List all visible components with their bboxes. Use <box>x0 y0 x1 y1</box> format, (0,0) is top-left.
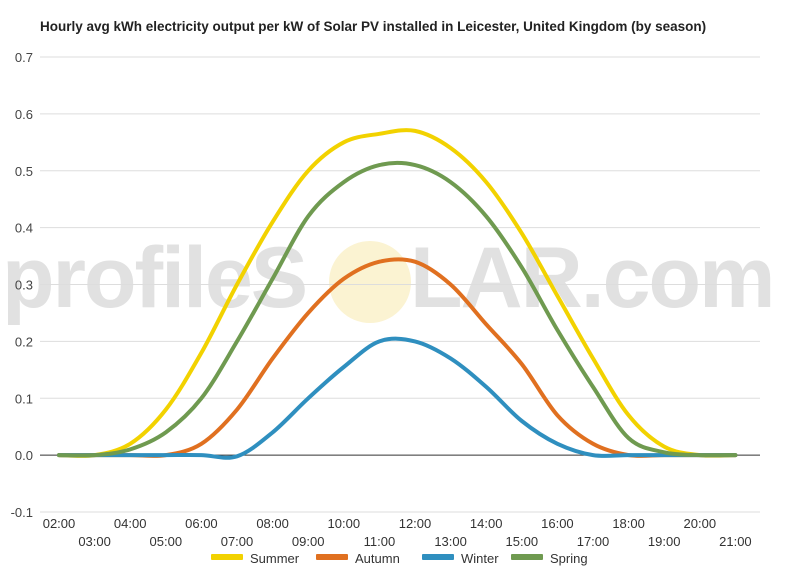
x-tick-label: 19:00 <box>648 534 681 549</box>
series-line-spring <box>57 160 738 458</box>
x-tick-label: 15:00 <box>506 534 539 549</box>
x-tick-label: 14:00 <box>470 516 503 531</box>
legend-swatch <box>422 554 454 560</box>
x-tick-label: 05:00 <box>150 534 183 549</box>
legend: Summer Autumn Winter Spring <box>211 551 588 566</box>
y-axis: 0.7 0.6 0.5 0.4 0.3 0.2 0.1 0.0 -0.1 <box>11 50 33 520</box>
x-tick-label: 21:00 <box>719 534 752 549</box>
y-tick-label: 0.6 <box>15 107 33 122</box>
legend-item-autumn[interactable]: Autumn <box>316 551 400 566</box>
legend-item-spring[interactable]: Spring <box>511 551 588 566</box>
y-tick-label: 0.3 <box>15 278 33 293</box>
series-line-winter <box>57 336 738 460</box>
x-tick-label: 06:00 <box>185 516 218 531</box>
x-tick-label: 18:00 <box>612 516 645 531</box>
x-tick-label: 17:00 <box>577 534 610 549</box>
x-tick-label: 04:00 <box>114 516 147 531</box>
legend-label: Autumn <box>355 551 400 566</box>
x-tick-label: 12:00 <box>399 516 432 531</box>
y-tick-label: 0.5 <box>15 164 33 179</box>
y-tick-label: 0.7 <box>15 50 33 65</box>
legend-item-summer[interactable]: Summer <box>211 551 300 566</box>
x-tick-label: 16:00 <box>541 516 574 531</box>
x-tick-label: 07:00 <box>221 534 254 549</box>
watermark-text-right: LAR.com <box>410 230 773 326</box>
legend-swatch <box>511 554 543 560</box>
y-tick-label: 0.2 <box>15 334 33 349</box>
x-tick-label: 11:00 <box>364 534 396 549</box>
legend-swatch <box>316 554 348 560</box>
y-tick-label: 0.0 <box>15 448 33 463</box>
legend-label: Spring <box>550 551 588 566</box>
x-axis: 02:0003:0004:0005:0006:0007:0008:0009:00… <box>43 516 752 549</box>
series-line-summer <box>57 128 738 458</box>
legend-label: Summer <box>250 551 300 566</box>
x-tick-label: 02:00 <box>43 516 76 531</box>
x-tick-label: 10:00 <box>328 516 361 531</box>
series-layer <box>57 128 738 460</box>
y-tick-label: -0.1 <box>11 505 33 520</box>
x-tick-label: 08:00 <box>256 516 289 531</box>
legend-item-winter[interactable]: Winter <box>422 551 499 566</box>
watermark: profileS LAR.com <box>2 230 775 326</box>
y-tick-label: 0.4 <box>15 221 33 236</box>
x-tick-label: 13:00 <box>434 534 467 549</box>
y-tick-label: 0.1 <box>15 391 33 406</box>
x-tick-label: 20:00 <box>684 516 717 531</box>
legend-swatch <box>211 554 243 560</box>
chart-title: Hourly avg kWh electricity output per kW… <box>40 19 707 34</box>
x-tick-label: 09:00 <box>292 534 325 549</box>
legend-label: Winter <box>461 551 499 566</box>
x-tick-label: 03:00 <box>78 534 111 549</box>
